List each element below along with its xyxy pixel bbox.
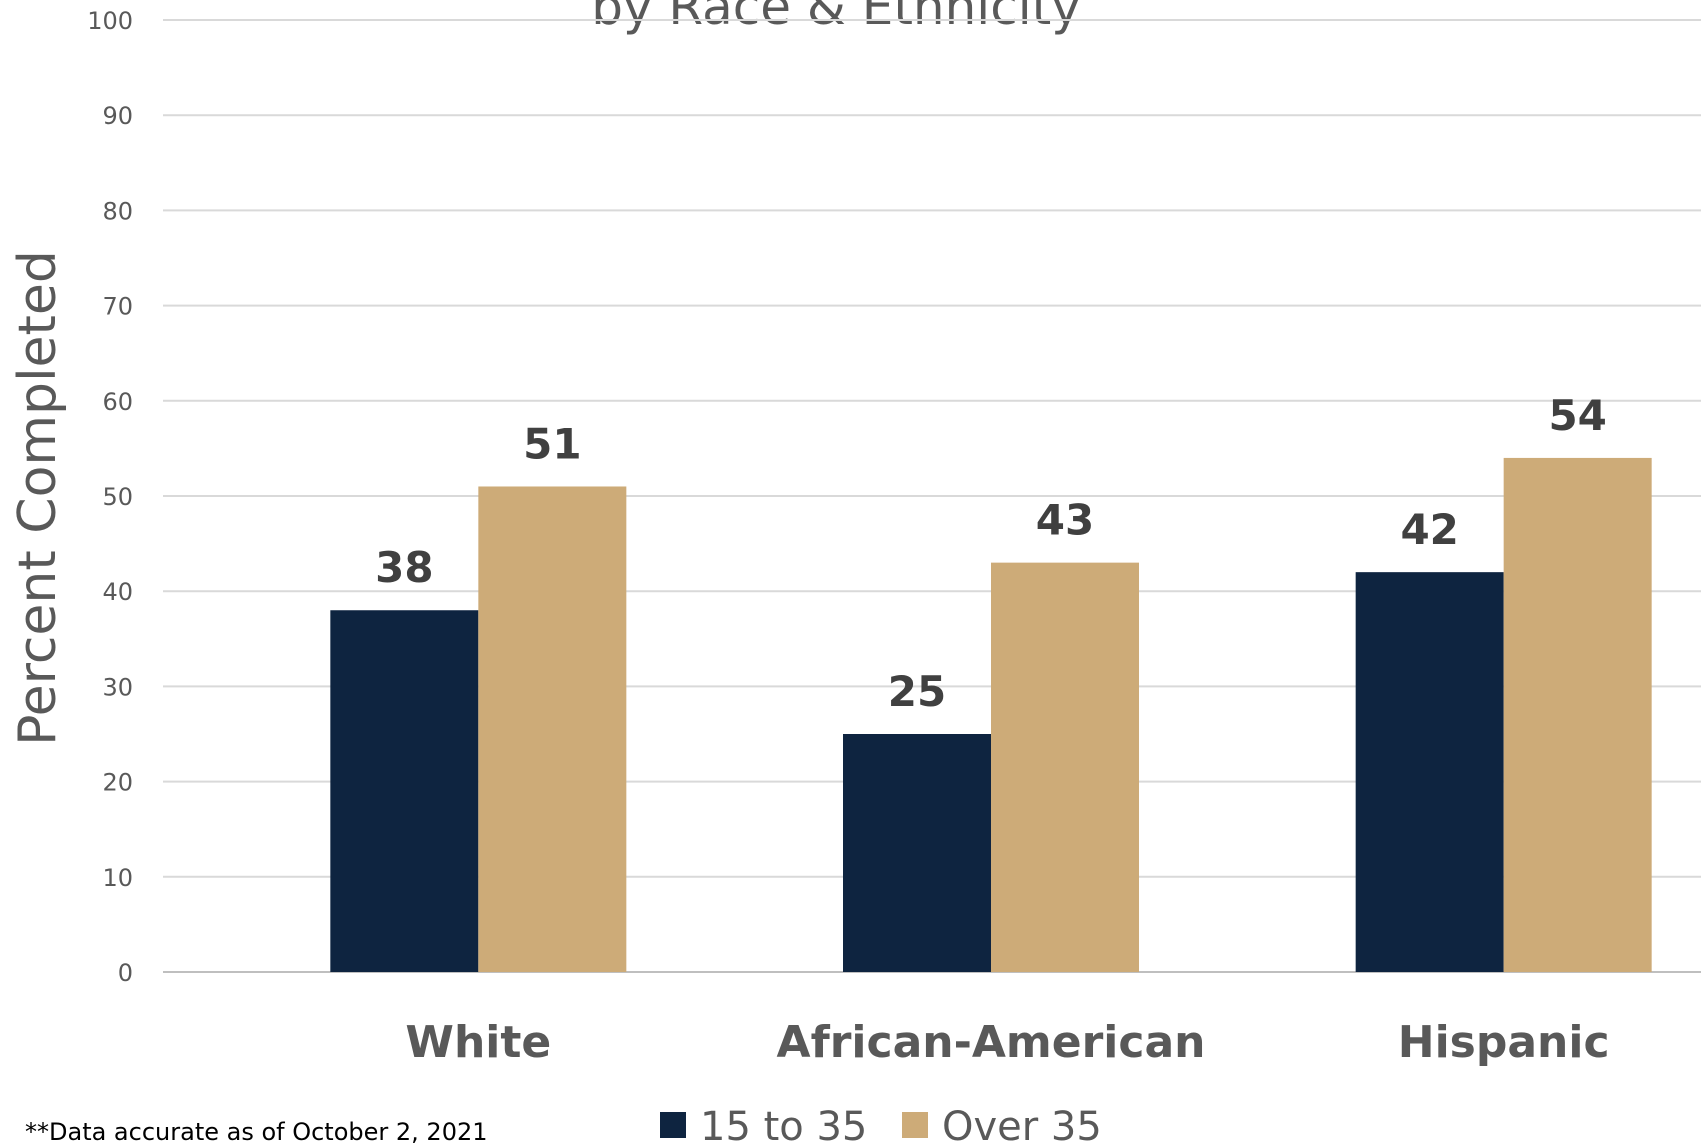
data-label: 25	[888, 667, 946, 716]
data-label: 54	[1548, 391, 1606, 440]
data-label: 51	[523, 419, 581, 468]
y-tick-label: 80	[102, 197, 133, 225]
chart-title: by Race & Ethnicity	[591, 0, 1081, 36]
data-label: 42	[1400, 505, 1458, 554]
bar	[478, 486, 627, 972]
legend-swatch-over-35	[902, 1112, 928, 1138]
bar	[991, 562, 1139, 972]
category-label: Hispanic	[1398, 1017, 1610, 1068]
y-tick-label: 90	[102, 102, 133, 130]
bar	[1503, 457, 1652, 972]
legend-swatch-15-to-35	[660, 1112, 686, 1138]
bar	[843, 734, 991, 972]
category-label: White	[405, 1017, 551, 1068]
y-tick-label: 50	[102, 483, 133, 511]
bar	[330, 610, 479, 972]
data-label: 38	[375, 543, 433, 592]
legend-label-over-35: Over 35	[942, 1104, 1102, 1143]
y-axis-label: Percent Completed	[8, 250, 68, 746]
y-tick-label: 0	[118, 959, 133, 987]
data-labels: 38 51 25 43 42 54	[375, 391, 1607, 716]
footnote: **Data accurate as of October 2, 2021	[25, 1118, 488, 1143]
bars	[330, 457, 1652, 972]
y-tick-label: 10	[102, 864, 133, 892]
y-tick-label: 100	[87, 7, 133, 35]
grid: 0 10 20 30 40 50 60 70 80 90 100	[87, 7, 1701, 987]
legend-label-15-to-35: 15 to 35	[700, 1104, 867, 1143]
y-tick-label: 70	[102, 293, 133, 321]
legend: 15 to 35 Over 35	[660, 1104, 1102, 1143]
y-tick-label: 40	[102, 578, 133, 606]
y-tick-label: 60	[102, 388, 133, 416]
data-label: 43	[1036, 496, 1094, 545]
category-label: African-American	[777, 1017, 1206, 1068]
bar	[1355, 572, 1504, 972]
y-tick-label: 30	[102, 673, 133, 701]
y-tick-label: 20	[102, 769, 133, 797]
category-labels: White African-American Hispanic	[405, 1017, 1609, 1068]
